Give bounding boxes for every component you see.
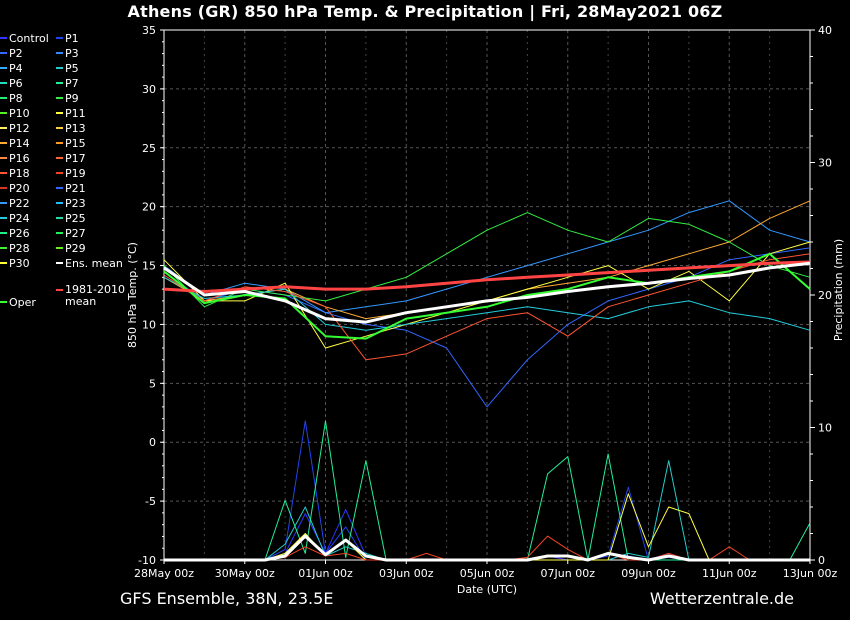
y-axis-ticks: 35 30 25 20 15 10 5 0 -5 -10 xyxy=(138,24,164,567)
legend-item-p20-label: P20 xyxy=(9,182,30,195)
legend-item-p27-label: P27 xyxy=(65,227,86,240)
legend-item-p25-label: P25 xyxy=(65,212,86,225)
legend-item-p28-label: P28 xyxy=(9,242,30,255)
series-p24-temp xyxy=(163,276,811,331)
x-axis-ticks: 28May 00z 30May 00z 01Jun 00z 03Jun 00z 05Ju… xyxy=(134,560,837,580)
legend-item-ens-mean-label: Ens. mean xyxy=(65,257,123,270)
y-tick-label: 20 xyxy=(142,201,156,214)
legend-item-p13-label: P13 xyxy=(65,122,86,135)
legend-item-p6-label: P6 xyxy=(9,77,23,90)
legend-item-1981-2010-mean-label-2: mean xyxy=(65,295,96,308)
legend-item-p17-label: P17 xyxy=(65,152,86,165)
legend-item-p14-label: P14 xyxy=(9,137,30,150)
legend-item-p18-label: P18 xyxy=(9,167,30,180)
legend-item-oper-label: Oper xyxy=(9,296,36,309)
y2-tick-label: 30 xyxy=(818,157,832,170)
series-p18-temp xyxy=(163,253,811,361)
y-axis-label: 850 hPa Temp. (°C) xyxy=(126,242,139,348)
x-tick-label: 05Jun 00z xyxy=(460,567,515,580)
series-lines xyxy=(163,200,811,562)
y-tick-label: 35 xyxy=(142,24,156,37)
legend-item-p16-label: P16 xyxy=(9,152,30,165)
y-tick-label: 5 xyxy=(149,377,156,390)
series-ens-mean-temp xyxy=(163,261,811,324)
y-tick-label: 0 xyxy=(149,436,156,449)
legend-item-p4-label: P4 xyxy=(9,62,23,75)
site-credit-link[interactable]: Wetterzentrale.de xyxy=(649,589,794,608)
y-tick-label: -10 xyxy=(138,554,156,567)
legend-item-p8-label: P8 xyxy=(9,92,23,105)
model-location-label: GFS Ensemble, 38N, 23.5E xyxy=(120,589,334,608)
y2-axis-ticks: 40 30 20 10 0 xyxy=(810,24,832,567)
x-tick-label: 09Jun 00z xyxy=(621,567,676,580)
legend-item-p3-label: P3 xyxy=(65,47,79,60)
y-tick-label: 10 xyxy=(142,318,156,331)
x-tick-label: 11Jun 00z xyxy=(702,567,757,580)
legend-item-p15-label: P15 xyxy=(65,137,86,150)
legend-item-p26-label: P26 xyxy=(9,227,30,240)
y2-tick-label: 0 xyxy=(818,554,825,567)
x-tick-label: 13Jun 00z xyxy=(783,567,838,580)
y-tick-label: 25 xyxy=(142,142,156,155)
legend-item-p11-label: P11 xyxy=(65,107,86,120)
y-tick-label: -5 xyxy=(145,495,156,508)
legend-item-p12-label: P12 xyxy=(9,122,30,135)
legend-item-p29-label: P29 xyxy=(65,242,86,255)
legend-item-p5-label: P5 xyxy=(65,62,79,75)
legend-item-p2-label: P2 xyxy=(9,47,23,60)
y2-axis-label: Precipitation (mm) xyxy=(832,239,845,341)
legend-item-p22-label: P22 xyxy=(9,197,30,210)
x-tick-label: 30May 00z xyxy=(215,567,275,580)
legend-item-1981-2010-mean-label: 1981-2010 xyxy=(65,283,125,296)
x-tick-label: 03Jun 00z xyxy=(379,567,434,580)
x-tick-label: 01Jun 00z xyxy=(298,567,353,580)
series-ens-mean-precip xyxy=(164,534,810,562)
legend-item-p7-label: P7 xyxy=(65,77,79,90)
y2-tick-label: 10 xyxy=(818,422,832,435)
legend-item-p30-label: P30 xyxy=(9,257,30,270)
legend-item-p21-label: P21 xyxy=(65,182,86,195)
legend-item-p9-label: P9 xyxy=(65,92,79,105)
legend-item-p19-label: P19 xyxy=(65,167,86,180)
x-axis-label: Date (UTC) xyxy=(457,583,517,596)
legend-item-p24-label: P24 xyxy=(9,212,30,225)
chart-title: Athens (GR) 850 hPa Temp. & Precipitatio… xyxy=(127,2,723,21)
legend-item-control-label: Control xyxy=(9,32,49,45)
legend-item-p10-label: P10 xyxy=(9,107,30,120)
series-p9-temp xyxy=(163,212,811,308)
y-tick-label: 30 xyxy=(142,83,156,96)
x-tick-label: 07Jun 00z xyxy=(541,567,596,580)
y2-tick-label: 40 xyxy=(818,24,832,37)
legend-item-p1-label: P1 xyxy=(65,32,79,45)
legend-item-p23-label: P23 xyxy=(65,197,86,210)
series-p11-precip xyxy=(164,493,810,561)
y2-tick-label: 20 xyxy=(818,289,832,302)
series-1981-2010-mean-temp xyxy=(163,260,811,293)
y-tick-label: 15 xyxy=(142,260,156,273)
x-tick-label: 28May 00z xyxy=(134,567,194,580)
legend: Control P1 P2 P3 P4 P5 P6 P7 P8 P9 P10 P11 P12 P13 P14… xyxy=(0,32,125,309)
